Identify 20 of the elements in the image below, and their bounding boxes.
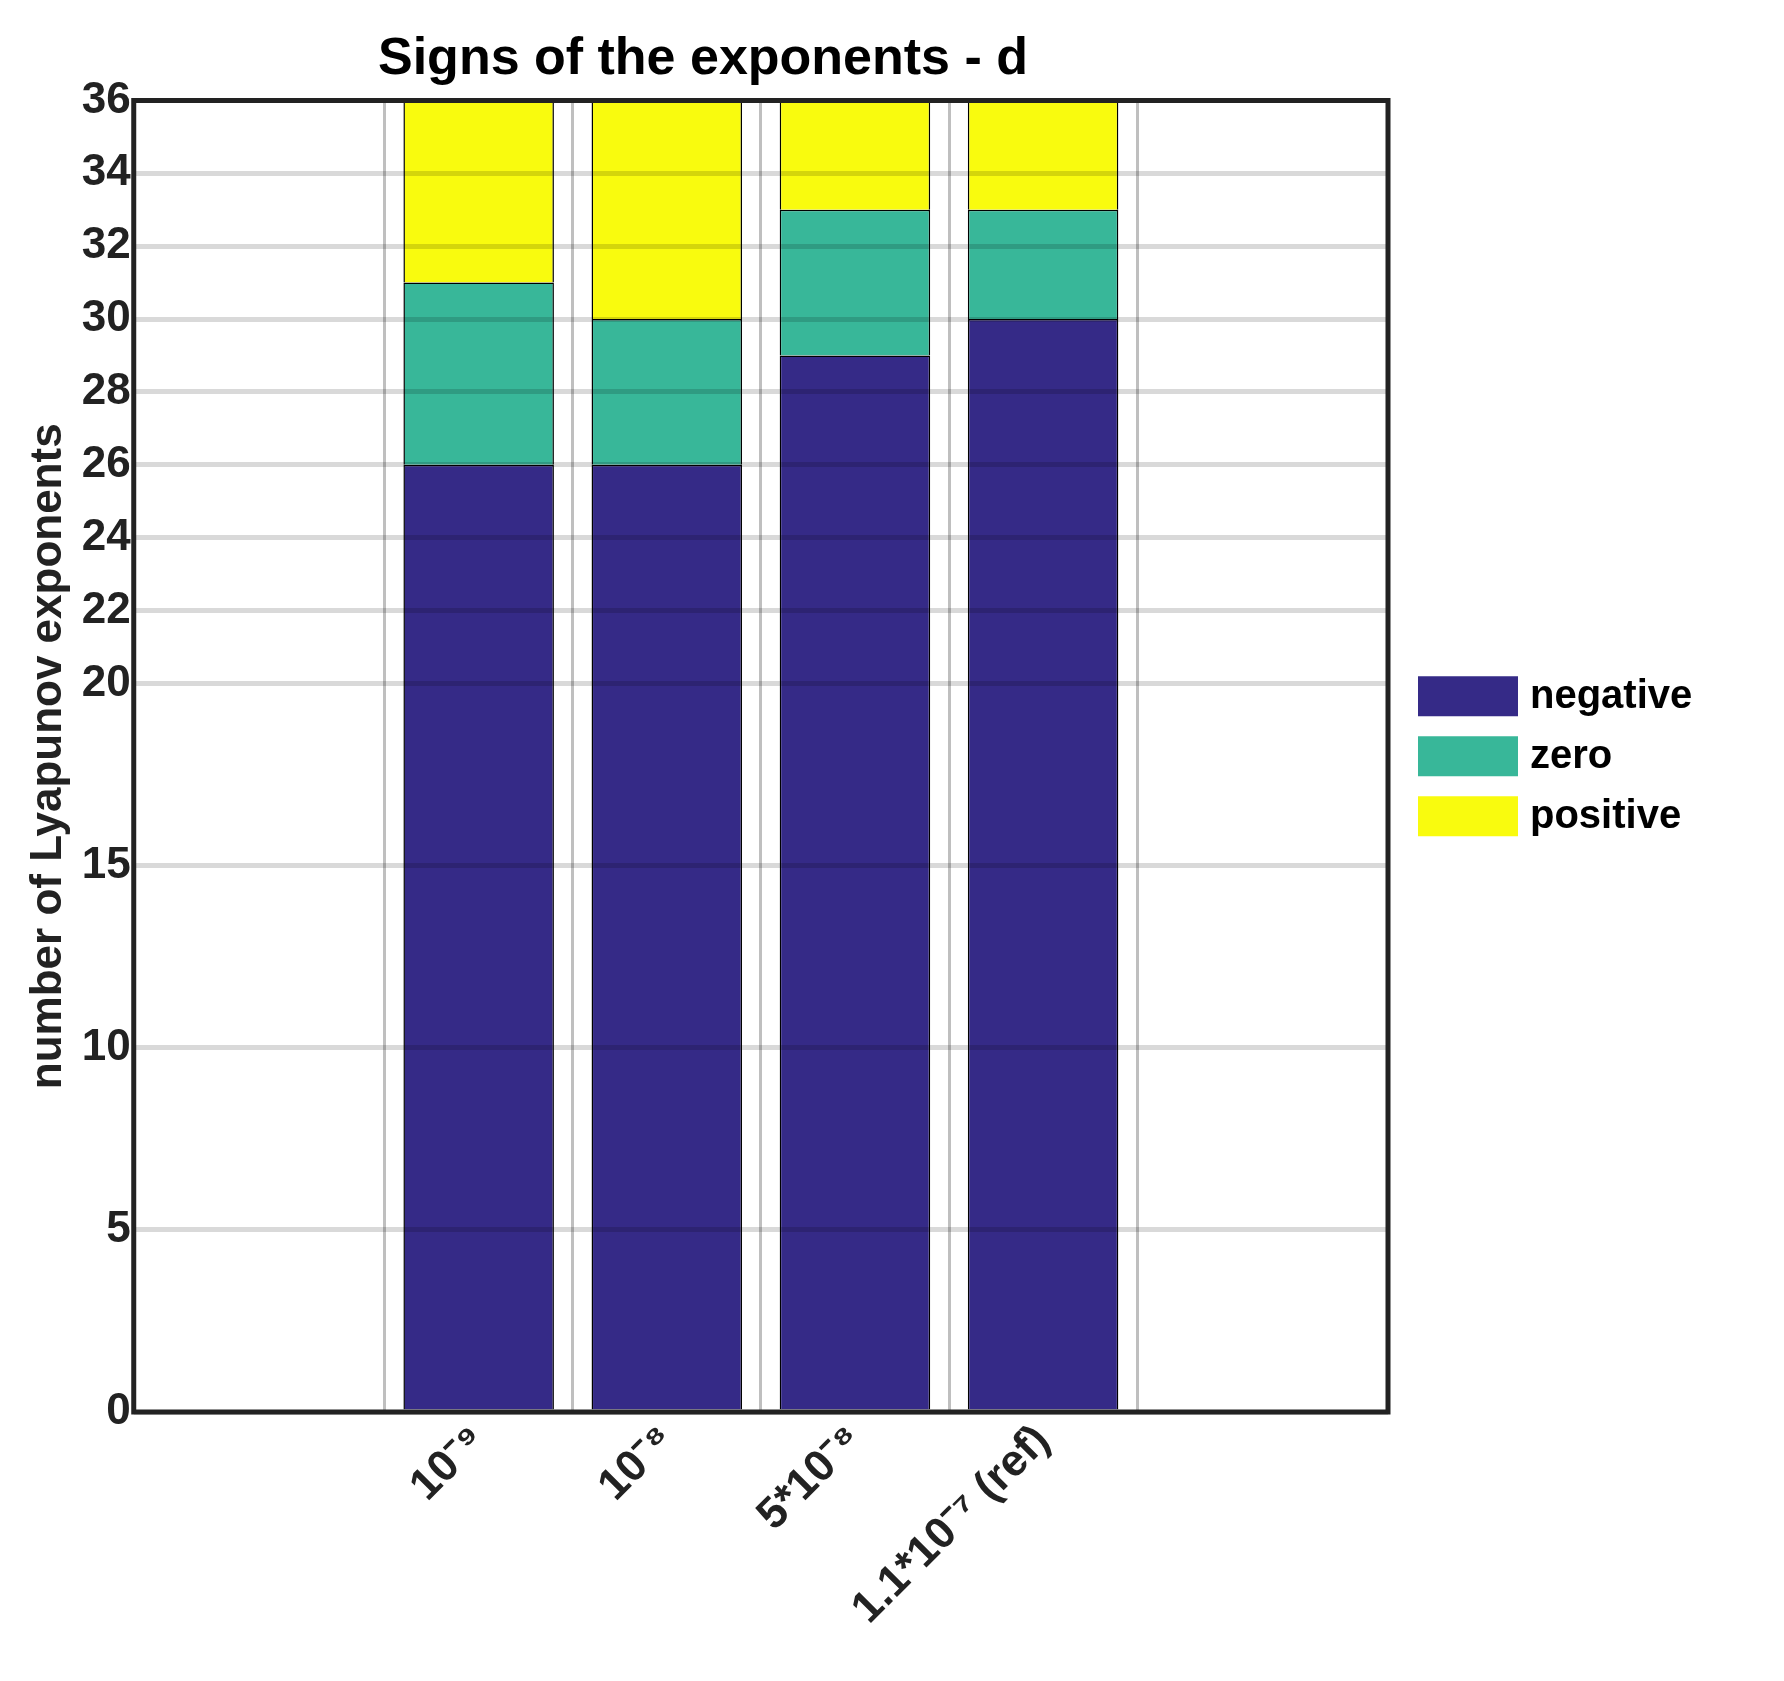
y-tick-label: 5 [106,1202,131,1252]
y-axis-title: number of Lyapunov exponents [20,423,70,1090]
y-tick-label: 10 [81,1019,131,1069]
y-tick-label: 32 [81,218,131,268]
y-tick-label: 36 [81,72,131,122]
y-tick-label: 22 [81,582,131,632]
legend-label: zero [1530,732,1613,777]
y-tick-label: 15 [81,837,131,887]
y-tick-label: 34 [81,145,132,195]
y-tick-label: 26 [81,436,131,486]
y-tick-label: 28 [81,364,131,414]
x-tick-label: 10⁻⁸ [587,1414,682,1509]
y-tick-label: 20 [81,655,131,705]
y-tick-label: 0 [106,1384,131,1434]
x-tick-label: 10⁻⁹ [398,1414,494,1509]
chart-title: Signs of the exponents - d [377,26,1029,85]
legend-label: positive [1530,792,1682,837]
y-tick-label: 30 [81,291,131,341]
legend-label: negative [1530,672,1693,717]
y-tick-label: 24 [81,509,132,559]
